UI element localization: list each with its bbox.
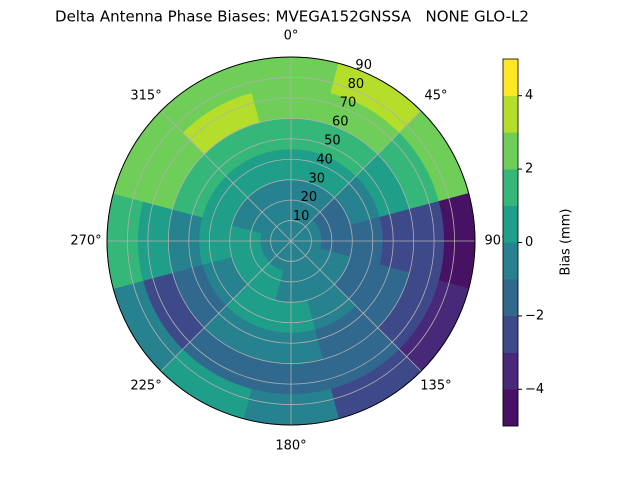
theta-tick-label: 270°: [70, 234, 101, 249]
r-tick-label: 50: [324, 134, 341, 149]
grid-spoke: [160, 240, 292, 372]
r-tick-label: 30: [308, 171, 325, 186]
chart-title: Delta Antenna Phase Biases: MVEGA152GNSS…: [55, 8, 529, 26]
colorbar-tick-label: 0: [525, 235, 533, 250]
theta-tick-label: 45°: [424, 89, 447, 104]
grid-spoke: [290, 110, 422, 242]
colorbar-band: [502, 168, 519, 207]
theta-tick-label: 315°: [130, 89, 161, 104]
colorbar-band: [502, 389, 519, 427]
r-tick-label: 70: [340, 96, 357, 111]
colorbar-tick-label: −4: [525, 382, 544, 397]
colorbar-band: [502, 352, 519, 390]
colorbar-band: [502, 95, 519, 133]
grid: [106, 56, 476, 426]
theta-tick-label: 0°: [284, 29, 299, 44]
contour-layer: [106, 56, 476, 426]
colorbar-band: [502, 278, 519, 317]
colorbar-band: [502, 242, 519, 280]
r-tick-label: 80: [348, 77, 365, 92]
polar-frame: [106, 56, 476, 426]
theta-tick-label: 180°: [275, 439, 306, 454]
grid-spoke: [160, 110, 292, 242]
colorbar-band: [502, 58, 519, 96]
theta-tick-label: 135°: [420, 378, 451, 393]
theta-tick-label: 90°: [484, 234, 507, 249]
theta-tick-label: 225°: [130, 378, 161, 393]
colorbar-label: Bias (mm): [559, 209, 574, 276]
colorbar-band: [502, 205, 519, 243]
colorbar: −4 −2 0 2 4: [502, 58, 544, 427]
r-tick-label: 60: [332, 115, 349, 130]
r-tick-label: 10: [293, 209, 310, 224]
labels: 10 20 30 40 50 60 70 80 90 0° 45° 90° 135° 180° 225° 27…: [70, 29, 507, 454]
colorbar-tick-label: −2: [525, 308, 544, 323]
colorbar-band: [502, 132, 519, 170]
colorbar-tick-label: 4: [525, 88, 533, 103]
colorbar-tick-label: 2: [525, 162, 533, 177]
r-tick-label: 40: [316, 152, 333, 167]
colorbar-band: [502, 315, 519, 353]
r-tick-label: 90: [355, 58, 372, 73]
grid-spoke: [290, 240, 422, 372]
r-tick-label: 20: [301, 190, 318, 205]
